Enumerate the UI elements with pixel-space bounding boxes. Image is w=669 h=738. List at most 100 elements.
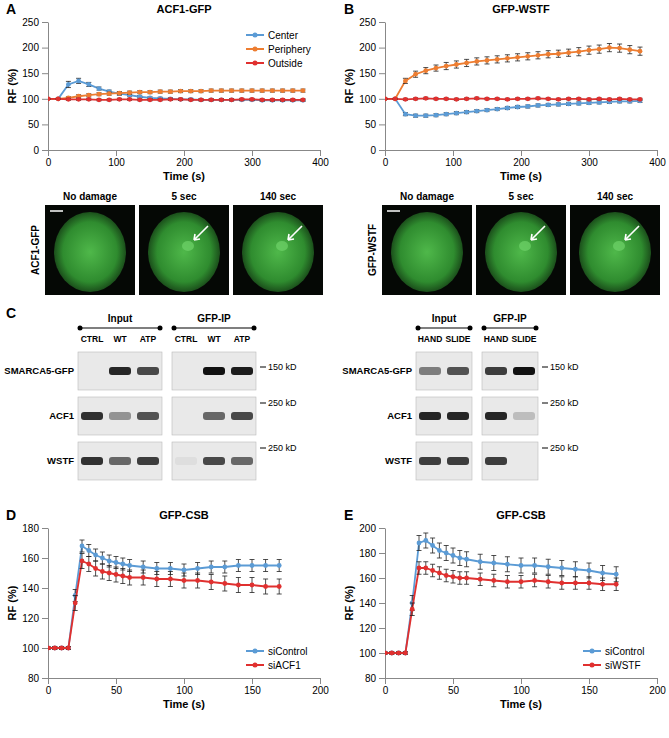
blot-marker-tick [260,367,266,368]
series-marker [182,568,187,573]
series-marker [117,91,122,96]
error-bar [597,101,602,104]
error-bar [229,89,234,92]
series-marker [209,565,214,570]
series-marker [457,556,462,561]
series-marker [301,98,306,103]
blot-band [81,412,103,420]
x-tick-mark [453,678,454,684]
series-marker [260,97,265,102]
x-tick-label: 100 [445,157,462,168]
x-tick: 50 [111,678,123,696]
y-tick-label: 250 [359,17,376,28]
plot-area [48,540,282,650]
y-tick-label: 150 [22,68,39,79]
series-marker [536,96,541,101]
cell-nucleus [148,212,220,292]
x-tick-label: 150 [581,685,598,696]
blot-marker-tick [260,403,266,404]
series-line [48,81,303,100]
error-bar [515,105,520,108]
legend-entry: siControl [583,646,644,657]
series-marker [48,646,50,651]
series-marker [277,563,282,568]
x-axis-title: Time (s) [163,698,205,710]
y-tick-mark [42,124,48,125]
series-marker [114,572,119,577]
series-marker [607,45,612,50]
series-marker [464,557,469,562]
error-bar [66,647,71,650]
series-marker [93,553,98,558]
series-marker [417,541,422,546]
scale-bar [387,210,400,212]
series-marker [270,97,275,102]
blot-marker-label: 250 kD [550,443,579,453]
series-marker [48,96,50,101]
x-tick-label: 150 [244,685,261,696]
series-marker [239,97,244,102]
plot-area [48,78,306,102]
x-tick-mark [116,678,117,684]
x-tick: 150 [244,678,261,696]
error-bar [491,574,496,587]
series-marker [457,576,462,581]
series-marker [546,96,551,101]
error-bar [250,89,255,92]
y-tick-mark [42,99,48,100]
series-marker [154,566,159,571]
series-marker [627,47,632,52]
y-tick-label: 120 [22,613,39,624]
y-tick-label: 200 [22,42,39,53]
blot-row-label: SMARCA5-GFP [342,365,412,376]
series-marker [617,46,622,51]
x-tick-label: 0 [383,157,389,168]
blot-marker-label: 250 kD [268,398,297,408]
blot-membrane [482,397,538,435]
series-marker [168,89,173,94]
series-marker [505,97,510,102]
x-tick: 0 [383,150,389,168]
y-tick: 160 [22,553,48,564]
legend-label: Periphery [268,44,311,55]
error-bar [417,562,422,575]
blot-band [175,367,197,375]
series-marker [86,93,91,98]
legend-entry: siWSTF [583,660,641,671]
series-marker [505,579,510,584]
blot-lane-label: CTRL [81,334,104,344]
series-marker [587,568,592,573]
x-axis: 0100200300400 [46,150,330,168]
blot-band [513,457,535,465]
blot-marker-label: 250 kD [268,443,297,453]
damage-spot [519,241,531,251]
error-bar [617,44,622,52]
y-axis: 050100150200250 [22,17,48,156]
x-tick-label: 100 [108,157,125,168]
plot-area [385,44,643,119]
x-tick-label: 50 [111,685,123,696]
series-marker [56,96,61,101]
x-tick-label: 200 [312,685,329,696]
series-marker [107,571,112,576]
error-bar [491,556,496,571]
series-marker [93,566,98,571]
error-bar [168,572,173,587]
error-bar [495,108,500,111]
x-tick: 100 [445,150,462,168]
blot-group-label: GFP-IP [493,313,527,324]
panel-label: C [6,305,16,321]
error-bar [219,89,224,92]
y-tick-label: 140 [22,583,39,594]
error-bar [478,554,483,569]
blot-membrane [416,442,472,480]
series-marker [434,66,439,71]
error-bar [434,65,439,71]
error-bar [59,647,64,650]
error-bar [209,575,214,590]
chart-title: GFP-WSTF [492,3,550,15]
series-marker [525,54,530,59]
x-tick: 300 [581,150,598,168]
y-axis: 80100120140160180200 [359,523,385,684]
error-bar [250,578,255,593]
